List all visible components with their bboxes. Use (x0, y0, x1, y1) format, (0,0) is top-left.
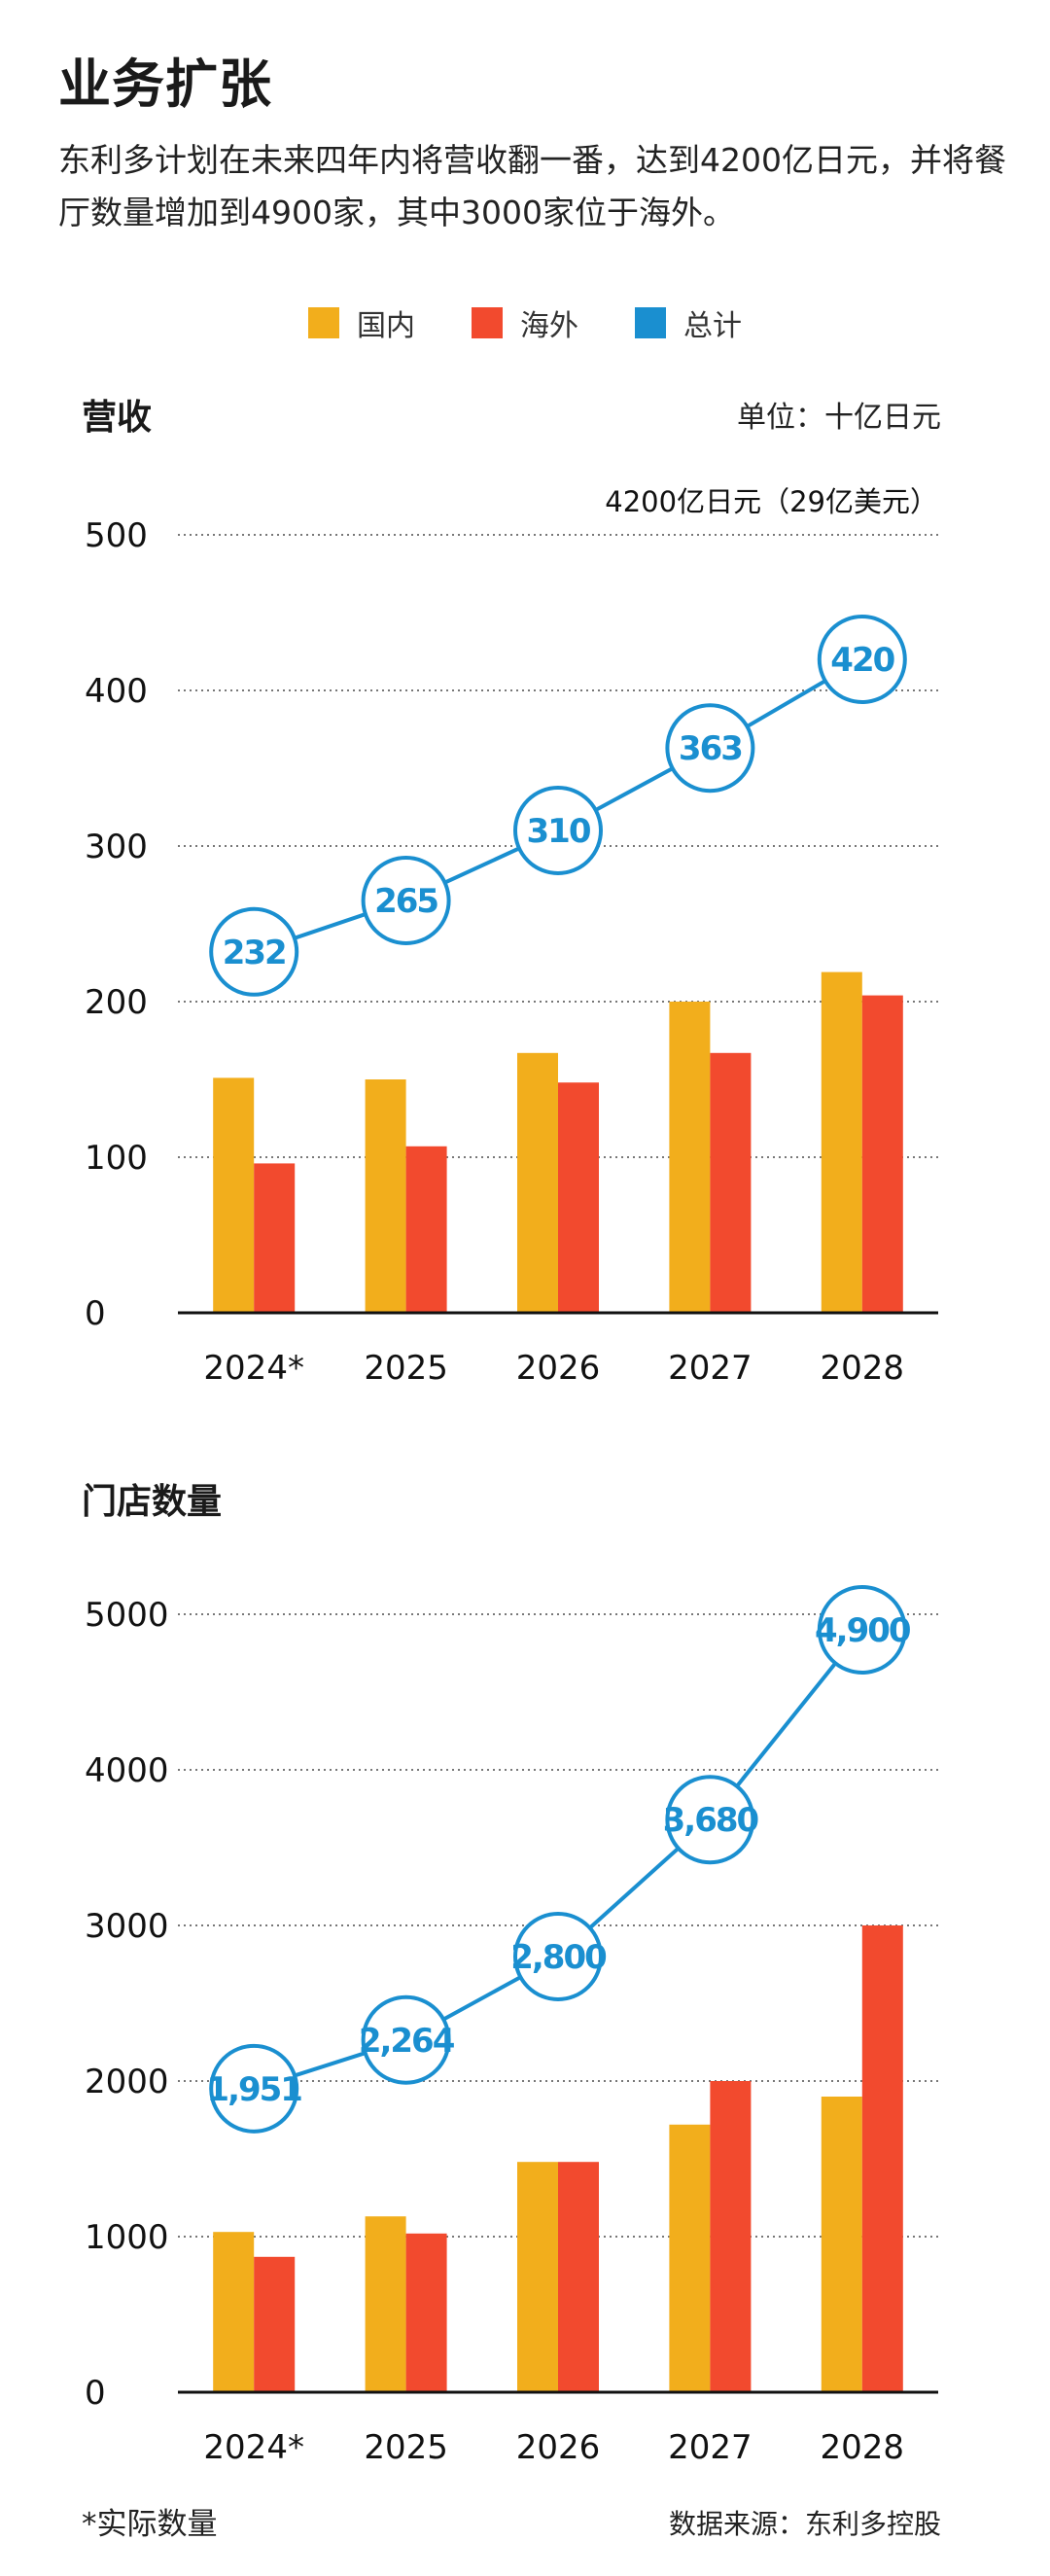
x-tick-label: 2027 (668, 2428, 752, 2467)
y-tick-label: 0 (85, 2374, 106, 2413)
y-tick-label: 5000 (85, 1596, 169, 1635)
total-annotation: 4200亿日元（29亿美元） (605, 485, 938, 518)
revenue-chart-title: 营收 (82, 398, 153, 438)
data-source: 数据来源：东利多控股 (668, 2508, 941, 2540)
total-data-label: 2,264 (359, 2022, 455, 2061)
bar-domestic (821, 971, 862, 1313)
bar-domestic (669, 1002, 711, 1313)
legend-item-overseas: 海外 (472, 301, 578, 344)
legend-swatch-overseas (472, 307, 503, 338)
legend-item-total: 总计 (635, 301, 742, 344)
total-data-label: 363 (679, 729, 742, 768)
bar-overseas (861, 995, 903, 1313)
bar-overseas (710, 1052, 752, 1313)
legend-swatch-domestic (308, 307, 339, 338)
bar-overseas (558, 1082, 599, 1313)
x-tick-label: 2025 (364, 2428, 448, 2467)
page-title: 业务扩张 (58, 53, 272, 115)
total-marker (361, 856, 451, 945)
stores-chart: 0 1000 2000 3000 4000 5000 2024* 2025 2026 2027 20… (85, 1585, 938, 2467)
bar-domestic (213, 1077, 255, 1313)
bar-overseas (558, 2162, 599, 2392)
total-marker (817, 1585, 907, 1675)
total-marker (817, 615, 907, 704)
total-marker (209, 906, 299, 997)
total-marker (513, 1912, 603, 2001)
y-tick-label: 200 (85, 983, 148, 1022)
x-tick-label: 2024* (203, 2428, 304, 2467)
total-data-label: 4,900 (815, 1611, 911, 1650)
bar-domestic (213, 2232, 255, 2392)
bar-overseas (254, 2256, 296, 2392)
legend-item-domestic: 国内 (308, 301, 415, 344)
bar-overseas (405, 2233, 447, 2392)
legend-swatch-total (635, 307, 666, 338)
footnote: *实际数量 (82, 2507, 218, 2542)
legend-label-domestic: 国内 (357, 309, 415, 343)
bar-domestic (365, 1079, 406, 1313)
y-tick-label: 2000 (85, 2063, 169, 2101)
x-tick-label: 2028 (821, 2428, 905, 2467)
bar-domestic (517, 1052, 558, 1313)
bar-overseas (710, 2081, 752, 2392)
legend: 国内 海外 总计 (0, 301, 1050, 344)
x-tick-label: 2024* (203, 1349, 304, 1388)
y-tick-label: 0 (85, 1294, 106, 1333)
bar-overseas (861, 1925, 903, 2392)
bar-domestic (669, 2124, 711, 2392)
x-tick-label: 2028 (821, 1349, 905, 1388)
total-data-label: 3,680 (663, 1801, 759, 1840)
total-marker (665, 703, 755, 794)
x-tick-label: 2026 (516, 2428, 601, 2467)
page-subtitle: 东利多计划在未来四年内将营收翻一番，达到4200亿日元，并将餐厅数量增加到490… (58, 141, 1006, 231)
bar-domestic (517, 2162, 558, 2392)
y-tick-label: 300 (85, 828, 148, 866)
total-line (253, 1628, 864, 2091)
stores-chart-title: 门店数量 (82, 1482, 223, 1522)
total-data-label: 265 (374, 882, 438, 921)
total-data-label: 232 (223, 934, 286, 972)
x-tick-label: 2026 (516, 1349, 601, 1388)
total-data-label: 2,800 (510, 1938, 607, 1977)
total-marker (361, 1994, 451, 2085)
y-tick-label: 4000 (85, 1751, 169, 1790)
total-marker (665, 1775, 755, 1865)
y-tick-label: 400 (85, 672, 148, 711)
y-tick-label: 100 (85, 1139, 148, 1178)
x-tick-label: 2025 (364, 1349, 448, 1388)
y-tick-label: 3000 (85, 1907, 169, 1946)
bar-overseas (405, 1146, 447, 1313)
x-tick-label: 2027 (668, 1349, 752, 1388)
legend-label-overseas: 海外 (520, 309, 578, 343)
bar-domestic (365, 2216, 406, 2392)
total-data-label: 420 (830, 641, 894, 680)
y-tick-label: 1000 (85, 2218, 169, 2257)
y-tick-label: 500 (85, 516, 148, 555)
total-data-label: 1,951 (206, 2070, 301, 2109)
total-marker (209, 2043, 299, 2134)
total-data-label: 310 (527, 812, 591, 851)
total-marker (513, 786, 603, 875)
revenue-chart: 0 100 200 300 400 500 4200亿日元（29亿美元） 2024* 2025 2… (85, 485, 938, 1388)
legend-label-total: 总计 (683, 309, 742, 343)
bar-overseas (254, 1163, 296, 1313)
revenue-unit-label: 单位：十亿日元 (737, 401, 941, 435)
bar-domestic (821, 2097, 862, 2392)
